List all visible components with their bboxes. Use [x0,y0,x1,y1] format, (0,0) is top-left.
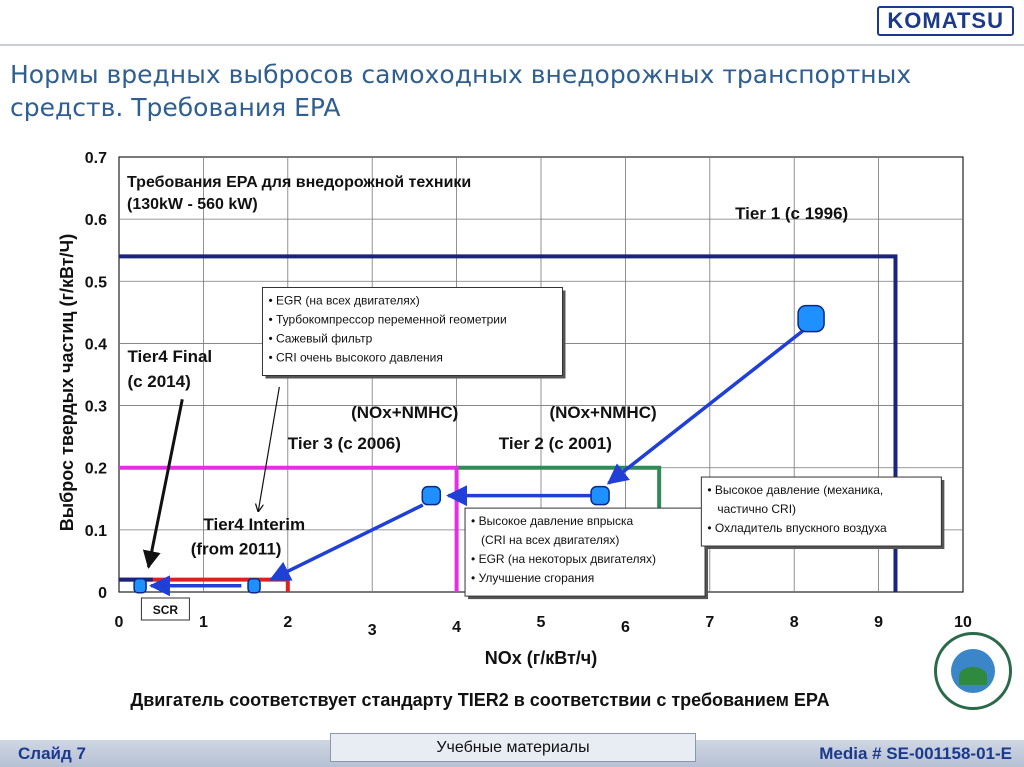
note-item: • EGR (на всех двигателях) [268,294,419,308]
scr-label: SCR [153,603,179,617]
x-tick-label: 6 [621,619,630,636]
y-tick-label: 0.5 [85,274,107,291]
callout-arrow-interim [258,386,280,511]
series-label: Tier4 Final [127,347,212,366]
x-tick-label: 0 [115,614,124,631]
callout-arrow-final [142,399,184,569]
note-box [464,507,706,597]
note-item: • Охладитель впускного воздуха [707,521,887,535]
y-tick-label: 0.1 [85,523,107,540]
y-tick-label: 0.4 [85,336,107,353]
note-item: • CRI очень высокого давления [268,351,442,365]
note-item: (CRI на всех двигателях) [481,533,619,547]
x-tick-label: 9 [874,614,883,631]
y-tick-label: 0.3 [85,399,107,416]
x-tick-label: 3 [368,622,377,639]
scr-box [140,597,190,621]
tier-limit-line-3 [119,465,459,592]
seal-plant [959,667,987,685]
note-item: частично CRI) [717,502,796,516]
series-label: (с 2014) [127,372,190,391]
note-box [261,287,563,376]
note-item: • Высокое давление (механика, [707,483,883,497]
y-tick-label: 0.2 [85,461,107,478]
y-tick-label: 0 [98,585,107,602]
note-box [700,476,942,547]
note-item: • Сажевый фильтр [268,332,372,346]
chart-subtitle: (130kW - 560 kW) [127,196,258,213]
x-tick-label: 7 [705,614,714,631]
transition-arrow [269,503,424,582]
engine-point [421,485,442,506]
slide-title: Нормы вредных выбросов самоходных внедор… [10,60,912,122]
engine-point [133,578,147,594]
x-tick-label: 10 [954,614,972,631]
x-tick-label: 2 [283,614,292,631]
y-tick-label: 0.6 [85,212,107,229]
series-label: (NOx+NMHC) [351,403,458,422]
note-item: • EGR (на некоторых двигателях) [471,552,656,566]
y-tick-label: 0.7 [85,150,107,167]
series-label: (from 2011) [191,540,282,559]
media-number: Media # SE-001158-01-E [819,744,1012,763]
series-label: Tier 1 (с 1996) [735,204,848,223]
transition-arrow [606,329,804,485]
note-item: • Высокое давление впрыска [471,514,634,528]
conclusion-text: Двигатель соответствует стандарту TIER2 … [130,690,830,710]
x-tick-label: 1 [199,614,208,631]
chart-title: Требования EPA для внедорожной техники [127,174,471,191]
header-bar: KOMATSU [0,0,1024,44]
y-axis-title: Выброс твердых частиц (г/кВт/Ч) [57,234,77,531]
series-label: Tier4 Interim [203,515,305,534]
footer-title: Учебные материалы [330,733,696,762]
slide-number: Слайд 7 [18,744,86,763]
komatsu-logo: KOMATSU [877,6,1014,36]
series-label: Tier 2 (с 2001) [499,434,612,453]
epa-seal-icon [934,632,1012,710]
x-tick-label: 8 [790,614,799,631]
header-divider [0,44,1024,46]
note-item: • Улучшение сгорания [471,571,594,585]
engine-point [590,485,610,506]
engine-point [247,578,261,594]
series-label: Tier 3 (с 2006) [288,434,401,453]
x-tick-label: 5 [537,614,546,631]
engine-point [797,304,825,333]
x-tick-label: 4 [452,619,461,636]
note-item: • Турбокомпрессор переменной геометрии [268,313,506,327]
x-axis-title: NOx (г/кВт/ч) [485,648,598,668]
series-label: (NOx+NMHC) [549,403,656,422]
